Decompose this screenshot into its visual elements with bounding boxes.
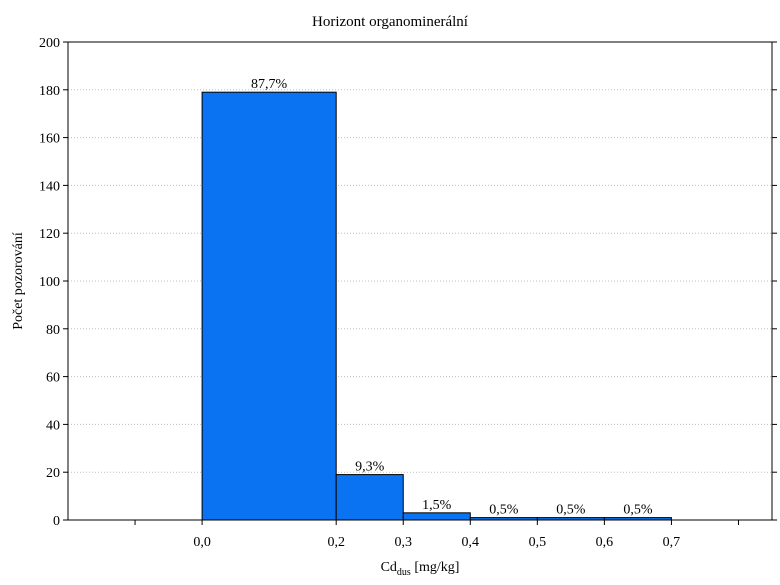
histogram-bar (201, 91, 337, 521)
x-tick-label: 0,6 (596, 535, 614, 550)
x-axis-ticks: 0,0 0,2 0,3 0,4 0,5 0,6 0,7 (134, 520, 739, 550)
bar-percentage-label: 0,5% (623, 503, 653, 518)
data-labels: 87,7% 9,3% 1,5% 0,5% 0,5% 0,5% (251, 77, 653, 517)
y-tick-label: 140 (39, 179, 60, 194)
x-axis-title-subscript: dus (397, 567, 411, 578)
x-tick-label: 0,3 (394, 535, 412, 550)
bar-percentage-label: 9,3% (355, 460, 385, 475)
y-axis-title: Počet pozorování (11, 232, 26, 330)
x-axis-title-main: Cd (381, 560, 397, 575)
bars (201, 91, 672, 521)
bar-percentage-label: 87,7% (251, 77, 288, 92)
x-tick-label: 0,2 (327, 535, 345, 550)
y-tick-label: 180 (39, 84, 60, 99)
x-tick-label: 0,5 (529, 535, 547, 550)
y-tick-label: 40 (46, 418, 60, 433)
histogram-bar (402, 512, 471, 521)
x-axis-title-suffix: [mg/kg] (411, 560, 460, 575)
y-tick-label: 80 (46, 323, 60, 338)
y-axis-ticks: 0 20 40 60 80 100 120 140 160 180 200 (39, 36, 777, 529)
y-tick-label: 160 (39, 132, 60, 147)
y-tick-label: 100 (39, 275, 60, 290)
y-tick-label: 20 (46, 466, 60, 481)
histogram-bar (335, 474, 404, 521)
x-tick-label: 0,7 (663, 535, 681, 550)
y-tick-label: 0 (53, 514, 60, 529)
bar-percentage-label: 0,5% (489, 503, 519, 518)
y-tick-label: 120 (39, 227, 60, 242)
y-tick-label: 60 (46, 371, 60, 386)
x-tick-label: 0,0 (193, 535, 211, 550)
chart-title: Horizont organominerální (312, 14, 468, 30)
bar-percentage-label: 0,5% (556, 503, 586, 518)
x-axis-title: Cddus [mg/kg] (381, 560, 460, 578)
gridlines (68, 89, 772, 473)
bar-percentage-label: 1,5% (422, 498, 452, 513)
x-tick-label: 0,4 (462, 535, 480, 550)
y-tick-label: 200 (39, 36, 60, 51)
